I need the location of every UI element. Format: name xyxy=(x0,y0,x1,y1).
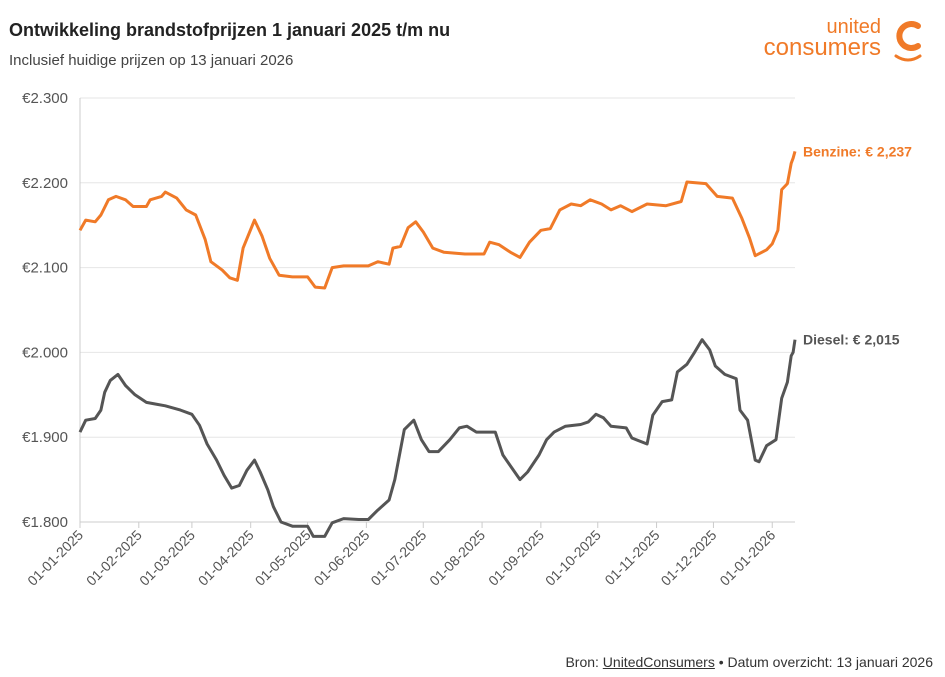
x-tick-label: 01-01-2026 xyxy=(716,527,778,589)
y-tick-label: €2.300 xyxy=(22,90,68,107)
x-tick-label: 01-01-2025 xyxy=(24,527,86,589)
source-link[interactable]: UnitedConsumers xyxy=(602,654,715,670)
series-label-benzine: Benzine: € 2,237 xyxy=(803,143,912,159)
x-tick-label: 01-03-2025 xyxy=(136,527,198,589)
x-tick-label: 01-07-2025 xyxy=(367,527,429,589)
y-tick-label: €2.000 xyxy=(22,344,68,361)
svg-text:consumers: consumers xyxy=(764,34,881,61)
chart-title: Ontwikkeling brandstofprijzen 1 januari … xyxy=(9,20,451,40)
chart-subtitle: Inclusief huidige prijzen op 13 januari … xyxy=(9,52,294,69)
source-footer: Bron: UnitedConsumers • Datum overzicht:… xyxy=(565,654,933,670)
x-tick-label: 01-09-2025 xyxy=(485,527,547,589)
series-label-diesel: Diesel: € 2,015 xyxy=(803,332,900,348)
svg-text:united: united xyxy=(827,16,882,38)
x-tick-label: 01-02-2025 xyxy=(83,527,145,589)
y-tick-label: €1.900 xyxy=(22,429,68,446)
x-tick-label: 01-04-2025 xyxy=(195,527,257,589)
y-tick-label: €2.200 xyxy=(22,175,68,192)
x-tick-label: 01-10-2025 xyxy=(542,527,604,589)
y-tick-label: €2.100 xyxy=(22,260,68,277)
x-tick-label: 01-12-2025 xyxy=(658,527,720,589)
y-tick-label: €1.800 xyxy=(22,514,68,531)
unitedconsumers-logo: united consumers xyxy=(764,16,922,62)
x-tick-label: 01-05-2025 xyxy=(252,527,314,589)
series-line-diesel xyxy=(78,338,797,538)
x-tick-label: 01-08-2025 xyxy=(426,527,488,589)
x-tick-label: 01-11-2025 xyxy=(601,527,662,588)
source-prefix: Bron: xyxy=(565,654,603,670)
series-line-benzine xyxy=(78,150,797,290)
source-date: • Datum overzicht: 13 januari 2026 xyxy=(714,654,933,670)
